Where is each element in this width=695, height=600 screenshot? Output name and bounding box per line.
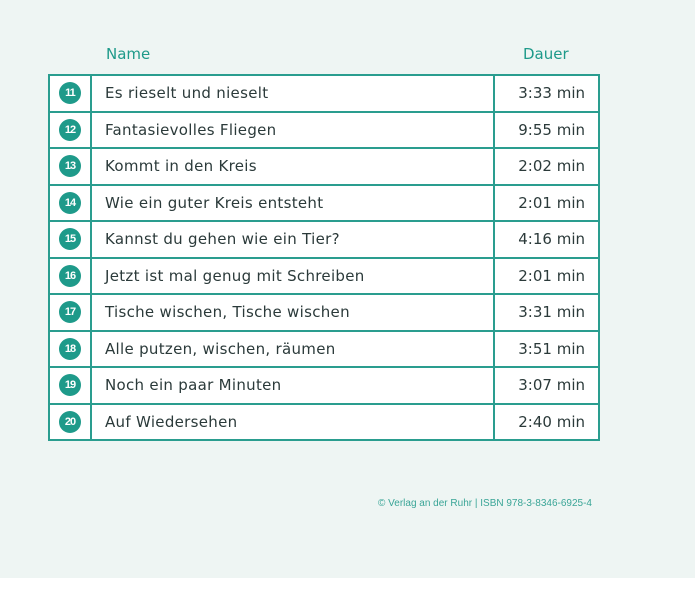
track-row: 14 Wie ein guter Kreis entsteht 2:01 min: [48, 183, 600, 222]
track-title: Es rieselt und nieselt: [90, 74, 495, 113]
track-number-cell: 20: [48, 402, 92, 441]
track-duration: 3:51 min: [493, 329, 600, 368]
copyright-footer: © Verlag an der Ruhr | ISBN 978-3-8346-6…: [378, 498, 592, 509]
track-number-badge: 17: [59, 301, 81, 324]
track-number-badge: 19: [59, 374, 81, 397]
track-number-badge: 13: [59, 155, 81, 178]
track-duration: 2:40 min: [493, 402, 600, 441]
track-number-badge: 14: [59, 191, 81, 214]
track-row: 12 Fantasievolles Fliegen 9:55 min: [48, 110, 600, 149]
track-number-cell: 11: [48, 74, 92, 113]
track-title: Kannst du gehen wie ein Tier?: [90, 220, 495, 259]
track-number-cell: 13: [48, 147, 92, 186]
track-number-cell: 14: [48, 183, 92, 222]
track-title: Noch ein paar Minuten: [90, 366, 495, 405]
track-row: 19 Noch ein paar Minuten 3:07 min: [48, 366, 600, 405]
track-number-cell: 17: [48, 293, 92, 332]
track-duration: 2:01 min: [493, 183, 600, 222]
track-duration: 3:31 min: [493, 293, 600, 332]
track-title: Wie ein guter Kreis entsteht: [90, 183, 495, 222]
track-duration: 2:02 min: [493, 147, 600, 186]
track-number-cell: 16: [48, 256, 92, 295]
page: Name Dauer 11 Es rieselt und nieselt 3:3…: [0, 0, 695, 578]
track-table: 11 Es rieselt und nieselt 3:33 min 12 Fan…: [48, 74, 600, 441]
track-number-badge: 15: [59, 228, 81, 251]
track-title: Fantasievolles Fliegen: [90, 110, 495, 149]
track-title: Alle putzen, wischen, räumen: [90, 329, 495, 368]
track-number-cell: 19: [48, 366, 92, 405]
track-row: 20 Auf Wiedersehen 2:40 min: [48, 402, 600, 441]
column-header-duration: Dauer: [523, 45, 569, 63]
track-title: Tische wischen, Tische wischen: [90, 293, 495, 332]
track-title: Jetzt ist mal genug mit Schreiben: [90, 256, 495, 295]
track-number-cell: 18: [48, 329, 92, 368]
track-number-badge: 18: [59, 337, 81, 360]
track-row: 18 Alle putzen, wischen, räumen 3:51 min: [48, 329, 600, 368]
track-number-cell: 12: [48, 110, 92, 149]
track-number-badge: 16: [59, 264, 81, 287]
track-number-badge: 20: [59, 410, 81, 433]
track-duration: 9:55 min: [493, 110, 600, 149]
track-duration: 4:16 min: [493, 220, 600, 259]
track-title: Auf Wiedersehen: [90, 402, 495, 441]
track-duration: 3:33 min: [493, 74, 600, 113]
track-number-badge: 11: [59, 82, 81, 105]
track-number-badge: 12: [59, 118, 81, 141]
track-number-cell: 15: [48, 220, 92, 259]
track-row: 16 Jetzt ist mal genug mit Schreiben 2:0…: [48, 256, 600, 295]
track-duration: 3:07 min: [493, 366, 600, 405]
track-title: Kommt in den Kreis: [90, 147, 495, 186]
track-duration: 2:01 min: [493, 256, 600, 295]
track-row: 13 Kommt in den Kreis 2:02 min: [48, 147, 600, 186]
column-header-name: Name: [106, 45, 151, 63]
track-row: 15 Kannst du gehen wie ein Tier? 4:16 mi…: [48, 220, 600, 259]
track-row: 17 Tische wischen, Tische wischen 3:31 m…: [48, 293, 600, 332]
track-row: 11 Es rieselt und nieselt 3:33 min: [48, 74, 600, 113]
